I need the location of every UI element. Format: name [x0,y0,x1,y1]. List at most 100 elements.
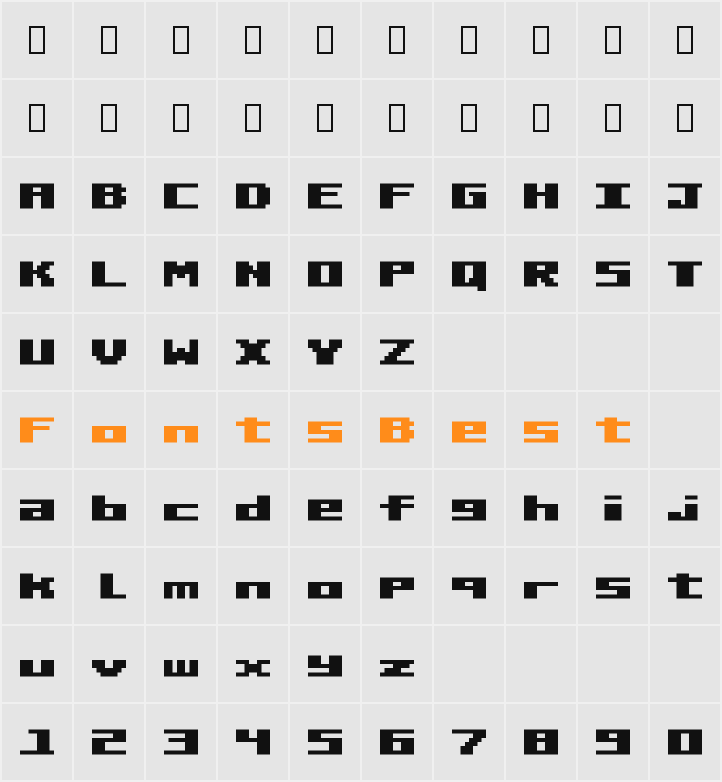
glyph-6 [376,721,418,763]
glyph-cell-placeholder [74,80,144,156]
glyph-n [232,565,274,607]
glyph-cell-placeholder [506,2,576,78]
glyph-K [16,253,58,295]
missing-glyph-icon [245,104,261,132]
glyph-cell-O [290,236,360,312]
glyph-cell-empty [506,626,576,702]
glyph-cell-b [74,470,144,546]
glyph-cell-H [506,158,576,234]
glyph-j [664,487,706,529]
glyph-cell-D [218,158,288,234]
glyph-x [232,643,274,685]
glyph-cell-K [2,236,72,312]
glyph-8 [520,721,562,763]
glyph-Z [376,331,418,373]
glyph-N [232,253,274,295]
glyph-C [160,175,202,217]
glyph-cell-o [290,548,360,624]
glyph-E [304,175,346,217]
glyph-T [664,253,706,295]
glyph-m [160,565,202,607]
glyph-cell-placeholder [506,80,576,156]
glyph-cell-I [578,158,648,234]
glyph-cell-placeholder [2,2,72,78]
glyph-Q [448,253,490,295]
glyph-cell-placeholder [578,2,648,78]
glyph-P [376,253,418,295]
glyph-7 [448,721,490,763]
glyph-cell-empty [650,626,720,702]
glyph-cell-v [74,626,144,702]
glyph-cell-T [650,236,720,312]
glyph-cell-empty [578,626,648,702]
glyph-cell-empty [434,626,504,702]
glyph-e [448,409,490,451]
glyph-U [16,331,58,373]
glyph-cell-y [290,626,360,702]
glyph-o [304,565,346,607]
glyph-cell-placeholder [290,80,360,156]
glyph-cell-j [650,470,720,546]
glyph-4 [232,721,274,763]
glyph-2 [88,721,130,763]
glyph-cell-f [362,470,432,546]
glyph-cell-4 [218,704,288,780]
glyph-t [232,409,274,451]
glyph-cell-g [434,470,504,546]
glyph-cell-V [74,314,144,390]
glyph-c [160,487,202,529]
glyph-J [664,175,706,217]
glyph-cell-l [74,548,144,624]
glyph-cell-W [146,314,216,390]
glyph-cell-e [434,392,504,468]
glyph-cell-placeholder [650,80,720,156]
glyph-cell-a [2,470,72,546]
glyph-s [592,565,634,607]
glyph-G [448,175,490,217]
glyph-cell-6 [362,704,432,780]
glyph-cell-2 [74,704,144,780]
glyph-l [88,565,130,607]
glyph-cell-placeholder [650,2,720,78]
glyph-cell-placeholder [146,2,216,78]
glyph-F [376,175,418,217]
glyph-i [592,487,634,529]
glyph-cell-U [2,314,72,390]
glyph-F [16,409,58,451]
glyph-cell-n [218,548,288,624]
glyph-cell-F [2,392,72,468]
glyph-cell-S [578,236,648,312]
glyph-o [88,409,130,451]
glyph-S [592,253,634,295]
glyph-cell-placeholder [218,2,288,78]
missing-glyph-icon [677,26,693,54]
glyph-t [664,565,706,607]
glyph-5 [304,721,346,763]
glyph-cell-C [146,158,216,234]
glyph-cell-placeholder [218,80,288,156]
glyph-cell-u [2,626,72,702]
glyph-cell-B [74,158,144,234]
glyph-t [592,409,634,451]
glyph-cell-placeholder [362,2,432,78]
glyph-s [304,409,346,451]
glyph-cell-E [290,158,360,234]
glyph-p [376,565,418,607]
glyph-cell-q [434,548,504,624]
glyph-cell-empty [434,314,504,390]
glyph-cell-X [218,314,288,390]
glyph-cell-r [506,548,576,624]
glyph-cell-h [506,470,576,546]
glyph-e [304,487,346,529]
glyph-cell-d [218,470,288,546]
glyph-y [304,643,346,685]
glyph-W [160,331,202,373]
glyph-cell-c [146,470,216,546]
missing-glyph-icon [173,104,189,132]
glyph-n [160,409,202,451]
glyph-M [160,253,202,295]
glyph-cell-i [578,470,648,546]
glyph-r [520,565,562,607]
glyph-cell-8 [506,704,576,780]
glyph-B [88,175,130,217]
